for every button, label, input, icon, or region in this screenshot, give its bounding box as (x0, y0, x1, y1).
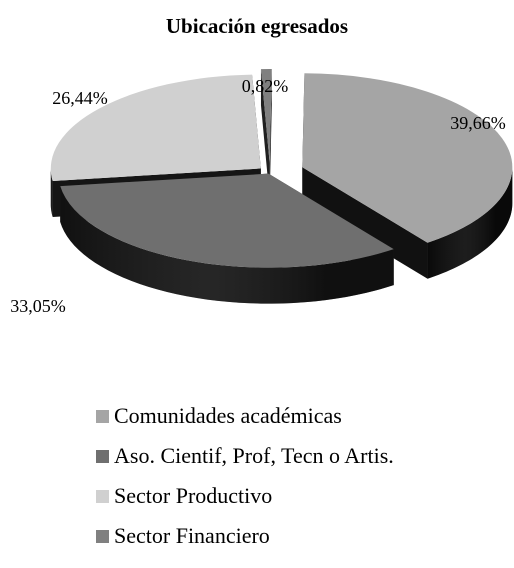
pie-slice-wall-3-1 (269, 69, 272, 200)
legend-label: Sector Productivo (114, 483, 273, 508)
legend: Comunidades académicas Aso. Cientif, Prof… (96, 396, 496, 556)
pie-slice-0 (302, 73, 513, 279)
chart-title: Ubicación egresados (165, 14, 349, 38)
pie-chart: 39,66% 33,05% 26,44% 0,82% (10, 69, 513, 316)
legend-item: Sector Productivo (96, 476, 496, 516)
pie-slice-top-0 (302, 73, 513, 243)
legend-swatch (96, 529, 109, 543)
legend-swatch (96, 409, 109, 423)
pie-slice-1 (60, 173, 394, 304)
pie-label-1: 33,05% (10, 296, 66, 316)
pie-slice-3 (260, 69, 272, 200)
pie-slice-top-1 (60, 173, 394, 268)
legend-label: Comunidades académicas (114, 403, 342, 428)
pie-slice-wall-3-0 (260, 69, 270, 200)
pie-slices (50, 69, 513, 304)
legend-swatch (96, 489, 109, 503)
legend-label: Aso. Cientif, Prof, Tecn o Artis. (114, 443, 394, 468)
pie-label-0: 39,66% (450, 113, 506, 133)
pie-label-2: 26,44% (52, 88, 108, 108)
legend-item: Sector Financiero (96, 516, 496, 556)
pie-labels: 39,66% 33,05% 26,44% 0,82% (10, 76, 506, 316)
pie-slice-top-2 (50, 74, 261, 181)
pie-slice-wall-0-1 (302, 167, 428, 279)
pie-slice-side-shade-1 (60, 186, 394, 304)
pie-slice-side-shade-0 (427, 167, 513, 279)
pie-label-3: 0,82% (242, 76, 289, 96)
pie-slice-side-shade-2 (50, 168, 53, 217)
legend-label: Sector Financiero (114, 523, 270, 548)
legend-item: Comunidades académicas (96, 396, 496, 436)
legend-swatch (96, 449, 109, 463)
pie-slice-top-3 (260, 69, 272, 164)
legend-item: Aso. Cientif, Prof, Tecn o Artis. (96, 436, 496, 476)
